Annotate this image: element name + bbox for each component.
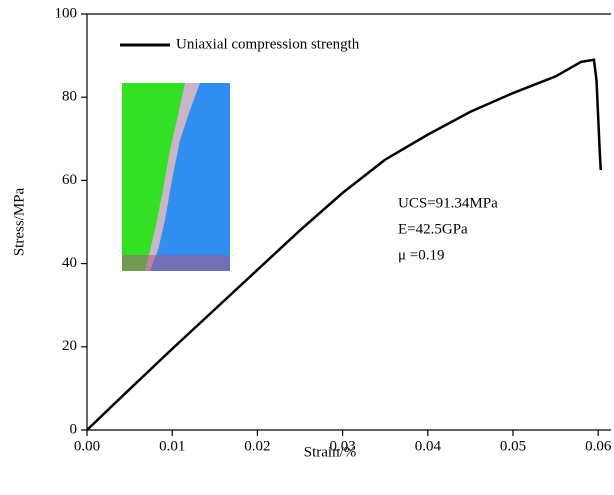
y-tick-label: 60 [62, 172, 77, 188]
x-tick-label: 0.05 [500, 438, 526, 454]
x-tick-label: 0.00 [74, 438, 100, 454]
inset-edge [122, 255, 230, 271]
annotation: E=42.5GPa [398, 221, 468, 237]
x-tick-label: 0.03 [329, 438, 355, 454]
y-tick-label: 20 [62, 338, 77, 354]
data-line [86, 58, 603, 431]
annotation: UCS=91.34MPa [398, 195, 498, 211]
y-tick-label: 40 [62, 255, 77, 271]
inset-boundary [145, 83, 200, 271]
x-tick-label: 0.01 [159, 438, 185, 454]
y-tick-label: 0 [70, 421, 78, 437]
x-tick-label: 0.02 [244, 438, 270, 454]
x-axis-label: Strain/% [304, 444, 357, 460]
legend-label: Uniaxial compression strength [176, 36, 360, 52]
inset-image [122, 83, 230, 271]
inset-region [122, 83, 185, 271]
x-tick-label: 0.06 [585, 438, 612, 454]
y-axis-label: Stress/MPa [11, 187, 27, 256]
annotation: μ =0.19 [398, 247, 445, 263]
y-tick-label: 100 [55, 5, 78, 21]
x-tick-label: 0.04 [415, 438, 442, 454]
y-tick-label: 80 [62, 89, 77, 105]
